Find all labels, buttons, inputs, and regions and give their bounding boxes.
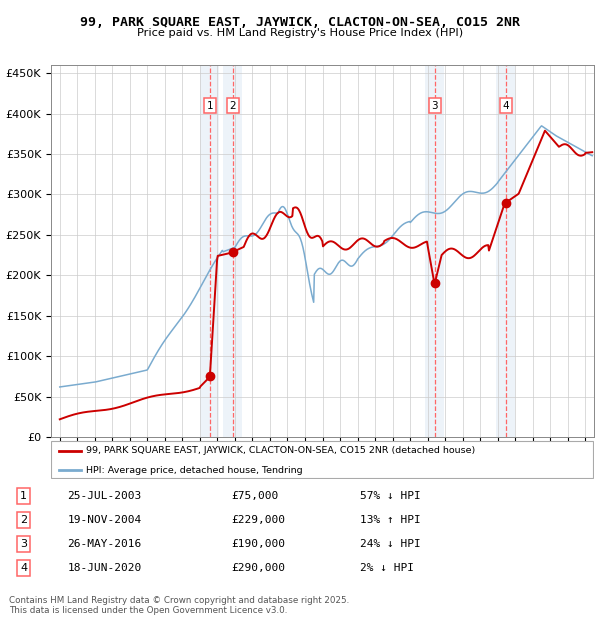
Text: Price paid vs. HM Land Registry's House Price Index (HPI): Price paid vs. HM Land Registry's House … [137,28,463,38]
Bar [200,65,220,437]
Text: 1: 1 [206,100,213,110]
Bar [223,65,242,437]
Text: 2% ↓ HPI: 2% ↓ HPI [360,563,414,573]
Text: 1: 1 [20,490,27,500]
Text: 2: 2 [20,515,27,525]
Bar [496,65,515,437]
Text: Contains HM Land Registry data © Crown copyright and database right 2025.
This d: Contains HM Land Registry data © Crown c… [9,596,349,615]
Text: 13% ↑ HPI: 13% ↑ HPI [360,515,421,525]
Text: 3: 3 [20,539,27,549]
Text: 26-MAY-2016: 26-MAY-2016 [67,539,142,549]
FancyBboxPatch shape [51,441,593,478]
Text: £290,000: £290,000 [232,563,286,573]
Text: 99, PARK SQUARE EAST, JAYWICK, CLACTON-ON-SEA, CO15 2NR: 99, PARK SQUARE EAST, JAYWICK, CLACTON-O… [80,16,520,29]
Text: 19-NOV-2004: 19-NOV-2004 [67,515,142,525]
Text: 57% ↓ HPI: 57% ↓ HPI [360,490,421,500]
Text: £190,000: £190,000 [232,539,286,549]
Bar [425,65,444,437]
Text: 25-JUL-2003: 25-JUL-2003 [67,490,142,500]
Text: 2: 2 [230,100,236,110]
Text: 18-JUN-2020: 18-JUN-2020 [67,563,142,573]
Text: HPI: Average price, detached house, Tendring: HPI: Average price, detached house, Tend… [86,466,303,475]
Text: 24% ↓ HPI: 24% ↓ HPI [360,539,421,549]
Text: 4: 4 [20,563,27,573]
Text: 3: 3 [431,100,438,110]
Text: £229,000: £229,000 [232,515,286,525]
Text: £75,000: £75,000 [232,490,278,500]
Text: 4: 4 [502,100,509,110]
Text: 99, PARK SQUARE EAST, JAYWICK, CLACTON-ON-SEA, CO15 2NR (detached house): 99, PARK SQUARE EAST, JAYWICK, CLACTON-O… [86,446,476,456]
